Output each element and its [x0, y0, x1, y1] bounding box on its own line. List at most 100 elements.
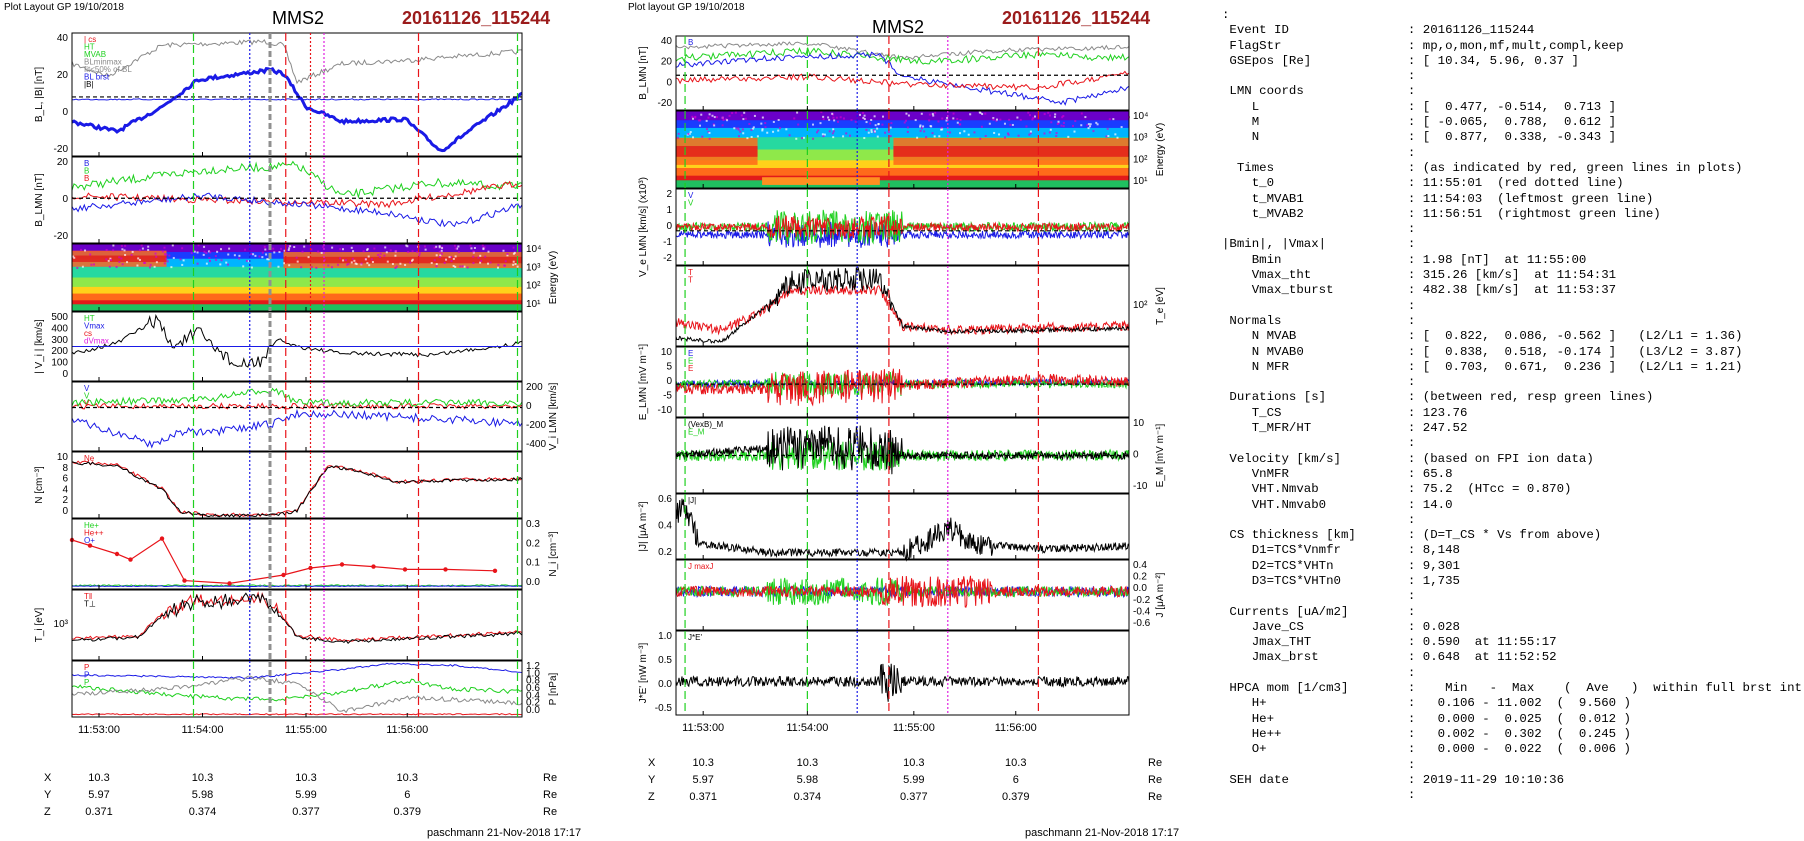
- spectrogram-speckle: [777, 118, 780, 121]
- panel-blmn: 20 0 -20 B_LMN [nT] BBB: [34, 156, 523, 244]
- spectrogram-speckle: [245, 259, 248, 262]
- spectrogram-speckle: [138, 258, 141, 261]
- spectrogram-core-region: [893, 146, 1129, 157]
- time-tick-label: 11:55:00: [285, 724, 327, 736]
- summary-line: HPCA mom [1/cm3] : Min - Max ( Ave ) wit…: [1222, 681, 1802, 696]
- spectrogram-band: [72, 244, 522, 253]
- summary-line: t_MVAB1 : 11:54:03 (leftmost green line): [1222, 191, 1654, 206]
- spectrogram-band: [72, 286, 522, 295]
- spectrogram-speckle: [931, 132, 934, 135]
- y-axis-label: Energy (eV): [1155, 123, 1166, 176]
- position-value: 6: [404, 789, 411, 801]
- y-tick-label: 10³: [54, 619, 69, 630]
- spectrogram-speckle: [907, 114, 910, 117]
- spectrogram-speckle: [477, 256, 480, 259]
- panel-frame: [675, 35, 1130, 111]
- data-point: [339, 562, 345, 567]
- summary-line: :: [1222, 8, 1230, 22]
- spectrogram-speckle: [726, 119, 729, 122]
- spectrogram-speckle: [362, 250, 365, 253]
- spectrogram-speckle: [707, 116, 710, 119]
- spectrogram-speckle: [137, 257, 140, 260]
- spectrogram-band: [676, 127, 1129, 138]
- time-tick-label: 11:56:00: [386, 724, 428, 736]
- right-event-id: 20161126_115244: [1002, 8, 1151, 28]
- spectrogram-speckle: [168, 254, 171, 257]
- panel-ti: 10³ T_i [eV] T‖T⊥: [34, 589, 523, 661]
- spectrogram-speckle: [973, 131, 976, 134]
- spectrogram-speckle: [1073, 130, 1076, 133]
- spectrogram-speckle: [705, 119, 708, 122]
- spectrogram-speckle: [440, 249, 443, 252]
- spectrogram-speckle: [197, 244, 200, 247]
- spectrogram-speckle: [1107, 134, 1110, 137]
- panel-em: 10 0 -10 E_M [mV m⁻¹] (VexB)_ME_M: [675, 417, 1166, 494]
- spectrogram-speckle: [746, 137, 749, 140]
- position-value: 5.99: [903, 774, 925, 786]
- spectrogram-speckle: [497, 263, 500, 266]
- spectrogram-speckle: [514, 263, 517, 266]
- spectrogram-speckle: [355, 263, 358, 266]
- spectrogram-speckle: [121, 248, 124, 251]
- spectrogram-speckle: [482, 248, 485, 251]
- spectrogram-speckle: [279, 247, 282, 250]
- spectrogram-band: [72, 293, 522, 301]
- legend-entry: V: [688, 191, 694, 200]
- spectrogram-speckle: [266, 258, 269, 261]
- spectrogram-speckle: [711, 114, 714, 117]
- series-line: [71, 461, 523, 518]
- spectrogram-speckle: [172, 256, 175, 259]
- spectrogram-speckle: [1031, 118, 1034, 121]
- spectrogram-speckle: [144, 261, 147, 264]
- legend-entry: E: [688, 364, 693, 373]
- spectrogram-speckle: [993, 131, 996, 134]
- y-tick-label: 10³: [526, 262, 541, 273]
- spectrogram-speckle: [203, 245, 206, 248]
- spectrogram-speckle: [123, 249, 126, 252]
- spectrogram-speckle: [713, 116, 716, 119]
- summary-line: T_CS : 123.76: [1222, 405, 1468, 420]
- spectrogram-speckle: [1054, 113, 1057, 116]
- y-tick-label: -1: [663, 237, 672, 248]
- spectrogram-speckle: [862, 111, 865, 114]
- legend-entry: BL brst: [84, 73, 110, 82]
- series-line: [675, 70, 1130, 92]
- spectrogram-speckle: [440, 252, 443, 255]
- spectrogram-speckle: [1062, 121, 1065, 124]
- spectrogram-speckle: [828, 130, 831, 133]
- y-tick-label: 10: [57, 452, 69, 463]
- spectrogram-band: [676, 120, 1129, 129]
- spectrogram-speckle: [694, 115, 697, 118]
- legend-entry: E: [688, 357, 693, 366]
- spectrogram-speckle: [310, 248, 313, 251]
- spectrogram-speckle: [317, 250, 320, 253]
- y-tick-label: 20: [661, 57, 673, 68]
- summary-line: L : [ 0.477, -0.514, 0.713 ]: [1222, 99, 1617, 114]
- spectrogram-speckle: [1029, 130, 1032, 133]
- summary-line: Jave_CS : 0.028: [1222, 619, 1460, 634]
- spectrogram-speckle: [394, 254, 397, 257]
- spectrogram-speckle: [351, 257, 354, 260]
- panel-vilmn: 200 0 -200 -400 V_i LMN [km/s] VVV: [71, 381, 559, 452]
- spectrogram-speckle: [1096, 123, 1099, 126]
- panel-frame: [675, 493, 1130, 560]
- series-line: [675, 498, 1130, 562]
- spectrogram-speckle: [433, 246, 436, 249]
- y-tick-label: 2: [62, 495, 68, 506]
- spectrogram-speckle: [925, 136, 928, 139]
- series-line: [71, 537, 496, 585]
- series-line: [675, 41, 1130, 60]
- summary-line: D3=TCS*VHTn0 : 1,735: [1222, 573, 1460, 588]
- data-point: [128, 557, 133, 562]
- y-axis-label: |J| [μA m⁻²]: [638, 501, 649, 551]
- series-line: [71, 678, 523, 703]
- spectrogram-speckle: [472, 261, 475, 264]
- y-axis-label: E_LMN [mV m⁻¹]: [638, 344, 649, 421]
- summary-line: :: [1222, 145, 1416, 160]
- spectrogram-speckle: [368, 264, 371, 267]
- spectrogram-speckle: [938, 135, 941, 138]
- series-line: [675, 267, 1130, 344]
- spectrogram-speckle: [845, 132, 848, 135]
- spectrogram-speckle: [89, 253, 92, 256]
- y-tick-label: 0: [62, 369, 68, 380]
